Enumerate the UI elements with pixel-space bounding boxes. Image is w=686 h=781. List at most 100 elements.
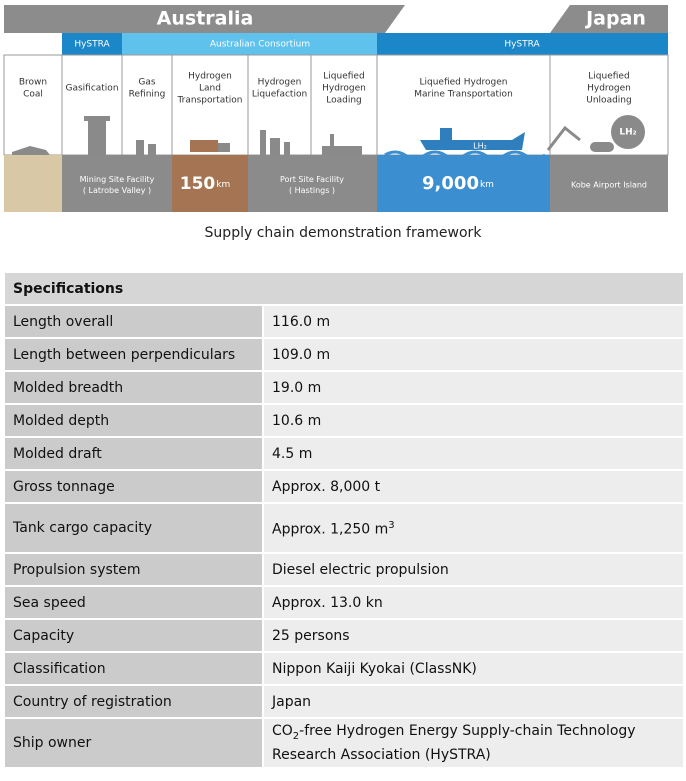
spec-row: Propulsion system Diesel electric propuls… — [3, 552, 685, 587]
value-part: Japan — [272, 693, 312, 710]
facility-label: Kobe Airport Island — [571, 181, 647, 190]
spec-value: Nippon Kaiji Kyokai (ClassNK) — [262, 651, 685, 686]
stage-label: Liquefied — [323, 72, 364, 82]
facility-label: Mining Site Facility — [80, 175, 155, 184]
stage-label: Liquefied — [588, 72, 629, 82]
stage-label: Marine Transportation — [414, 90, 513, 100]
spec-row: Length overall 116.0 m — [3, 304, 685, 339]
stage-label: Unloading — [586, 96, 631, 106]
stage-label: Gas — [138, 78, 155, 88]
spec-value: 4.5 m — [262, 436, 685, 471]
spec-value: Diesel electric propulsion — [262, 552, 685, 587]
stage-box — [3, 54, 63, 156]
spec-label: Classification — [3, 651, 264, 686]
spec-label: Sea speed — [3, 585, 264, 620]
stage-label: Loading — [326, 96, 362, 106]
spec-value: Approx. 8,000 t — [262, 469, 685, 504]
spec-value: 116.0 m — [262, 304, 685, 339]
value-part: -free Hydrogen Energy Supply-chain Techn… — [272, 723, 636, 763]
value-part: CO — [272, 723, 293, 740]
spec-value: CO2-free Hydrogen Energy Supply-chain Te… — [262, 717, 685, 769]
spec-label: Country of registration — [3, 684, 264, 719]
spec-row: Molded depth 10.6 m — [3, 403, 685, 438]
value-part: 3 — [388, 520, 395, 532]
spec-value: Approx. 1,250 m3 — [262, 502, 685, 554]
spec-label: Length between perpendiculars — [3, 337, 264, 372]
value-part: Approx. 8,000 t — [272, 478, 381, 495]
value-part: Diesel electric propulsion — [272, 561, 449, 578]
header-row: Specifications — [3, 271, 685, 306]
value-part: 109.0 m — [272, 346, 331, 363]
distance-value: 9,000 — [422, 173, 479, 194]
spec-label: Molded depth — [3, 403, 264, 438]
distance-unit: km — [216, 180, 230, 190]
region-label: Japan — [584, 8, 646, 30]
spec-label: Ship owner — [3, 717, 264, 769]
stage-label: Land — [199, 84, 221, 94]
ground-strip — [377, 155, 550, 212]
spec-label: Molded breadth — [3, 370, 264, 405]
supply-chain-diagram: Australia Japan HySTRA Australian Consortiu… — [3, 5, 669, 212]
stage-box — [549, 54, 669, 156]
distance: 9,000km — [422, 173, 494, 194]
spec-value: 19.0 m — [262, 370, 685, 405]
value-part: Nippon Kaiji Kyokai (ClassNK) — [272, 660, 477, 677]
ground-strip — [62, 155, 172, 212]
stage-box — [121, 54, 173, 156]
spec-label: Capacity — [3, 618, 264, 653]
spec-label: Length overall — [3, 304, 264, 339]
ground-strip — [550, 155, 668, 212]
spec-row: Capacity 25 persons — [3, 618, 685, 653]
stage-label: Hydrogen — [587, 84, 631, 94]
stage-label: Hydrogen — [258, 78, 302, 88]
spec-row: Sea speed Approx. 13.0 kn — [3, 585, 685, 620]
facility-label: ( Latrobe Valley ) — [83, 186, 151, 195]
header-cell: Specifications — [3, 271, 685, 306]
spec-value: 109.0 m — [262, 337, 685, 372]
value-part: Approx. 13.0 kn — [272, 594, 383, 611]
facility-label: ( Hastings ) — [289, 186, 335, 195]
value-part: Approx. 1,250 m — [272, 521, 389, 538]
stage-label: Liquefaction — [252, 90, 307, 100]
icons — [12, 115, 645, 160]
band — [122, 33, 390, 55]
stage-label: Hydrogen — [188, 72, 232, 82]
stage-label: Refining — [129, 90, 166, 100]
value-part: 2 — [292, 730, 300, 742]
spec-label: Molded draft — [3, 436, 264, 471]
spec-row: Classification Nippon Kaiji Kyokai (Class… — [3, 651, 685, 686]
stage-label: Gasification — [65, 84, 118, 94]
ground-strip — [172, 155, 248, 212]
value-part: 10.6 m — [272, 412, 322, 429]
band-label: HySTRA — [504, 40, 540, 50]
spec-value: 10.6 m — [262, 403, 685, 438]
spec-row: Country of registration Japan — [3, 684, 685, 719]
spec-label: Tank cargo capacity — [3, 502, 264, 554]
caption: Supply chain demonstration framework — [204, 225, 482, 241]
spec-row: Molded breadth 19.0 m — [3, 370, 685, 405]
ground-strip — [248, 155, 377, 212]
stage-label: Transportation — [177, 96, 243, 106]
stage-label: Brown — [19, 78, 47, 88]
stage-label: Hydrogen — [322, 84, 366, 94]
band-label: Australian Consortium — [210, 40, 310, 50]
stage-box — [171, 54, 249, 156]
region-label: Australia — [157, 8, 254, 30]
spec-row: Molded draft 4.5 m — [3, 436, 685, 471]
spec-row: Ship owner CO2-free Hydrogen Energy Suppl… — [3, 717, 685, 769]
spec-value: Japan — [262, 684, 685, 719]
band — [62, 33, 122, 55]
value-part: 4.5 m — [272, 445, 313, 462]
spec-value: Approx. 13.0 kn — [262, 585, 685, 620]
spec-label: Propulsion system — [3, 552, 264, 587]
value-part: 116.0 m — [272, 313, 331, 330]
region-banner — [4, 5, 405, 33]
spec-value: 25 persons — [262, 618, 685, 653]
ground-strip — [4, 155, 62, 212]
stage-label: Coal — [23, 90, 43, 100]
spec-table: Specifications Length overall 116.0 m Leng… — [3, 271, 685, 769]
band-label: HySTRA — [74, 40, 110, 50]
distance-unit: km — [480, 180, 494, 190]
facility-label: Port Site Facility — [280, 175, 344, 184]
icon-label: LH₂ — [473, 142, 487, 151]
